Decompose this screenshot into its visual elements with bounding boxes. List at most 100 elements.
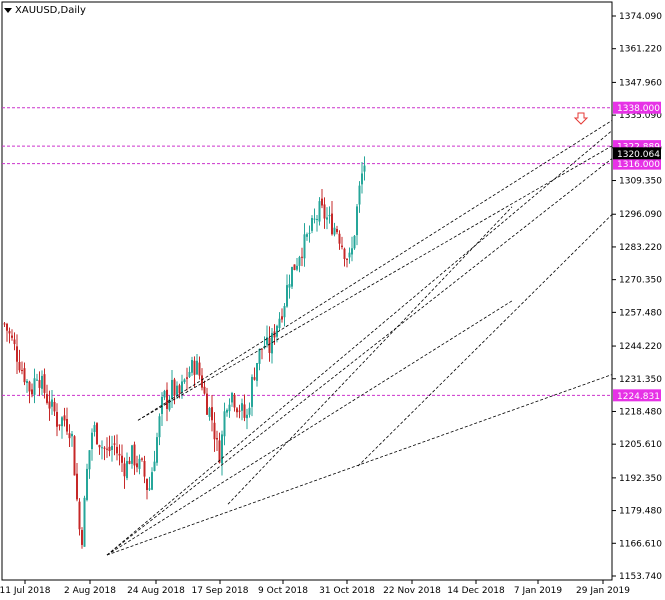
candle-body bbox=[181, 381, 183, 393]
candle-body bbox=[241, 403, 243, 411]
candle-body bbox=[203, 386, 206, 394]
candle-body bbox=[298, 257, 301, 266]
time-tick-label: 17 Sep 2018 bbox=[191, 586, 248, 596]
candle-body bbox=[88, 450, 91, 470]
candle-body bbox=[128, 460, 131, 464]
candle-body bbox=[188, 371, 191, 377]
candle-body bbox=[151, 472, 153, 490]
candle-body bbox=[116, 446, 118, 454]
candle-body bbox=[78, 501, 81, 530]
candle-body bbox=[178, 385, 181, 394]
candle-body bbox=[253, 377, 256, 380]
candle-body bbox=[308, 232, 311, 234]
plot-frame bbox=[1, 1, 613, 581]
price-tick-label: 1231.350 bbox=[619, 375, 662, 385]
candle-body bbox=[328, 215, 331, 217]
candle-body bbox=[303, 234, 306, 259]
price-tick-label: 1218.480 bbox=[619, 407, 662, 417]
level-label: 1224.831 bbox=[617, 392, 660, 402]
candle-body bbox=[278, 318, 281, 328]
candle-body bbox=[261, 348, 263, 350]
candle-body bbox=[293, 264, 296, 270]
candle-body bbox=[143, 460, 146, 477]
candle-body bbox=[338, 233, 341, 244]
candle-body bbox=[81, 530, 83, 545]
candle-body bbox=[221, 434, 223, 464]
candle-body bbox=[233, 394, 236, 408]
candle-body bbox=[91, 432, 93, 449]
price-tick-label: 1283.220 bbox=[619, 243, 662, 253]
candle-body bbox=[306, 234, 308, 237]
candle-body bbox=[13, 339, 16, 345]
candle-body bbox=[6, 323, 8, 331]
candle-body bbox=[158, 416, 161, 438]
candle-body bbox=[71, 433, 73, 437]
price-tick-label: 1244.220 bbox=[619, 342, 662, 352]
candle-body bbox=[341, 245, 343, 248]
candle-body bbox=[343, 248, 346, 260]
time-tick-label: 2 Aug 2018 bbox=[64, 586, 116, 596]
candle-body bbox=[288, 284, 291, 288]
candle-body bbox=[156, 437, 158, 463]
level-label-box bbox=[613, 157, 661, 170]
candle-body bbox=[346, 258, 348, 260]
candle-body bbox=[358, 185, 361, 205]
symbol-timeframe-label: XAUUSD,Daily bbox=[15, 4, 86, 16]
candle-body bbox=[331, 213, 333, 235]
candle-body bbox=[216, 437, 218, 440]
candle-body bbox=[223, 411, 226, 437]
candle-body bbox=[58, 424, 61, 426]
candle-body bbox=[193, 360, 196, 375]
candle-body bbox=[326, 217, 328, 220]
candle-body bbox=[213, 422, 216, 440]
candle-body bbox=[21, 369, 23, 371]
price-tick-label: 1270.350 bbox=[619, 276, 662, 286]
candle-body bbox=[153, 461, 156, 471]
candle-body bbox=[238, 410, 241, 412]
candle-body bbox=[353, 235, 356, 249]
candle-body bbox=[53, 401, 56, 412]
price-tick-label: 1205.610 bbox=[619, 440, 662, 450]
time-tick-label: 22 Nov 2018 bbox=[383, 586, 441, 596]
price-tick-label: 1374.090 bbox=[619, 12, 662, 22]
chart-menu-icon[interactable] bbox=[4, 7, 12, 13]
price-tick-label: 1153.740 bbox=[619, 572, 662, 582]
candle-body bbox=[23, 368, 26, 383]
candle-body bbox=[11, 335, 13, 338]
candle-body bbox=[226, 409, 228, 413]
candle-body bbox=[276, 325, 278, 337]
price-tick-label: 1192.350 bbox=[619, 474, 662, 484]
candle-body bbox=[256, 362, 258, 381]
candle-body bbox=[136, 463, 138, 468]
price-tick-label: 1296.090 bbox=[619, 210, 662, 220]
candle-body bbox=[186, 377, 188, 379]
candle-body bbox=[126, 461, 128, 479]
candle-body bbox=[201, 375, 203, 388]
price-tick-label: 1166.610 bbox=[619, 539, 662, 549]
candle-body bbox=[28, 381, 31, 392]
candle-body bbox=[18, 361, 21, 371]
candle-body bbox=[43, 374, 46, 393]
candle-body bbox=[48, 401, 51, 409]
candle-body bbox=[108, 446, 111, 452]
candle-body bbox=[123, 463, 126, 477]
candle-body bbox=[286, 285, 288, 307]
candle-body bbox=[148, 488, 151, 490]
candle-body bbox=[208, 408, 211, 417]
candle-body bbox=[31, 389, 33, 395]
candle-body bbox=[103, 447, 106, 449]
candle-body bbox=[283, 306, 286, 318]
candle-body bbox=[106, 448, 108, 450]
candle-body bbox=[348, 252, 351, 258]
candle-body bbox=[8, 331, 11, 334]
candle-body bbox=[133, 444, 136, 466]
candle-body bbox=[251, 376, 253, 407]
trendline bbox=[227, 206, 513, 505]
candle-body bbox=[141, 458, 143, 460]
trendline bbox=[106, 374, 613, 556]
candle-body bbox=[266, 337, 268, 345]
candle-body bbox=[68, 433, 71, 439]
trendline bbox=[137, 120, 613, 421]
